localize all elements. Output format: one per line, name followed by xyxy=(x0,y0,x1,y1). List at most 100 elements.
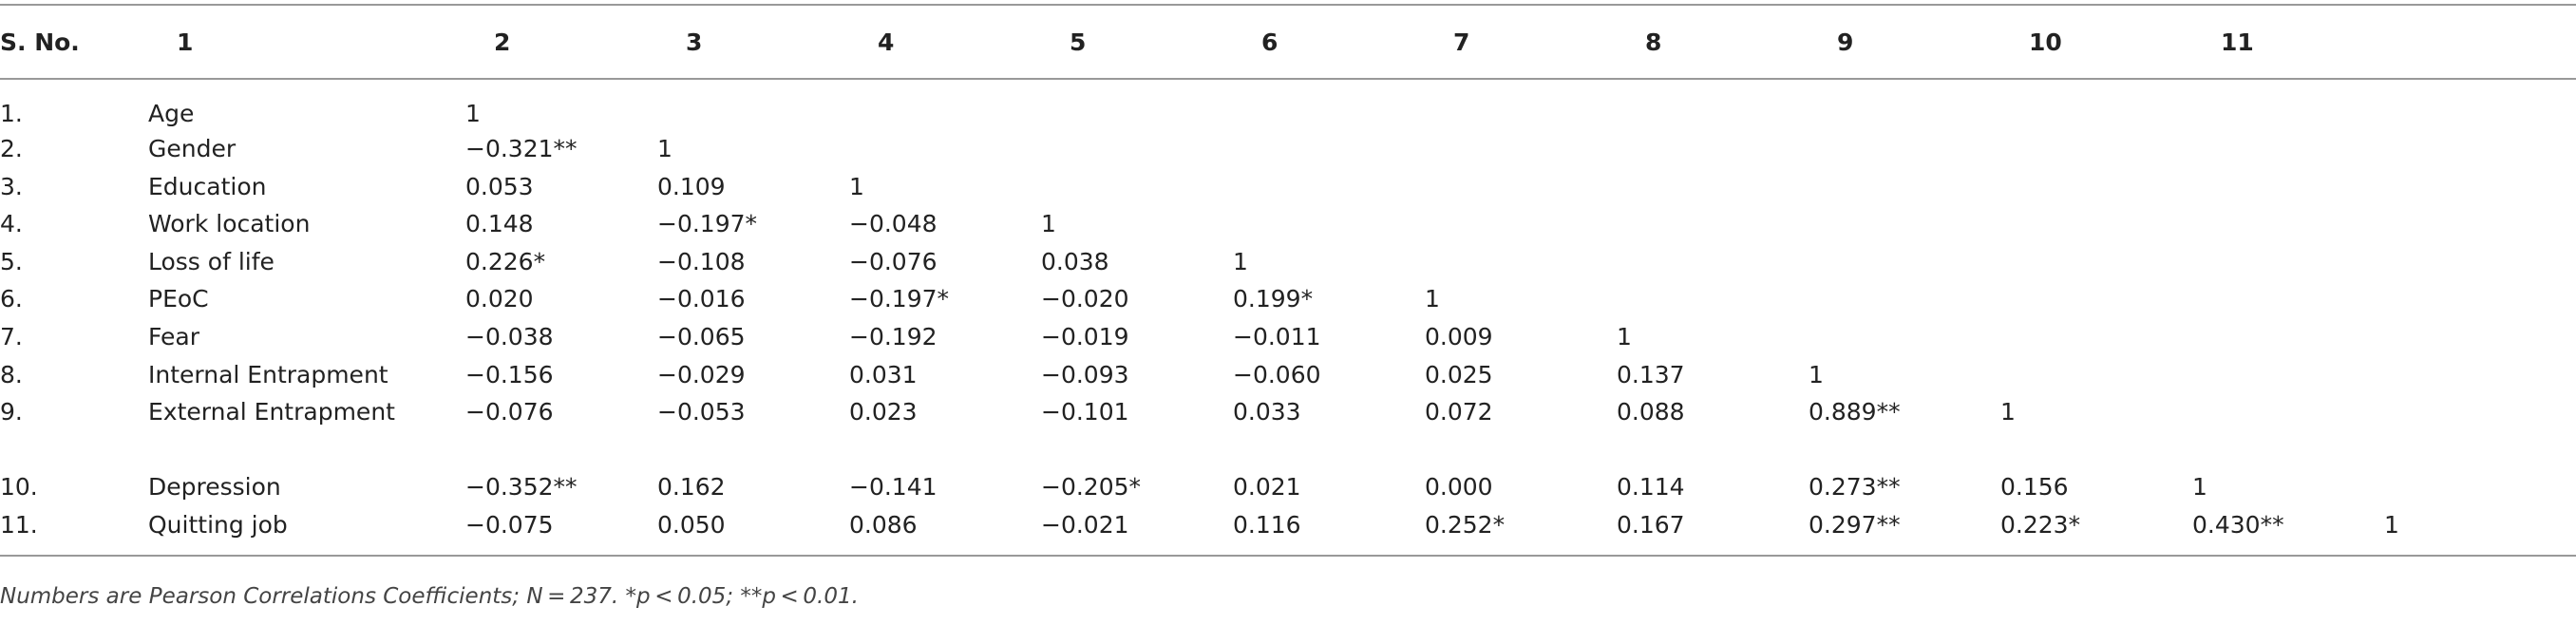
empty-cell xyxy=(1809,130,2000,168)
footnote: Numbers are Pearson Correlations Coeffic… xyxy=(0,584,859,609)
empty-cell xyxy=(1425,205,1617,243)
correlation-cell: −0.019 xyxy=(1041,322,1129,350)
table-row: 4. Work location 0.148 −0.197* −0.048 1 xyxy=(0,205,2576,243)
correlation-cell: −0.029 xyxy=(657,360,746,388)
empty-cell xyxy=(1233,168,1425,206)
correlation-cell: 0.430** xyxy=(2192,510,2284,539)
table-row: 2. Gender −0.321** 1 xyxy=(0,130,2576,168)
empty-cell xyxy=(2192,393,2384,468)
variable-label: Work location xyxy=(148,210,311,238)
correlation-cell: 0.050 xyxy=(657,510,726,539)
correlation-cell: −0.060 xyxy=(1233,360,1321,388)
empty-cell xyxy=(2000,243,2192,281)
empty-cell xyxy=(1617,205,1809,243)
header-cell: 4 xyxy=(878,28,895,56)
correlation-cell: 0.148 xyxy=(465,210,534,238)
correlation-cell: −0.048 xyxy=(849,210,938,238)
empty-cell xyxy=(1809,168,2000,206)
table-row: 6. PEoC 0.020 −0.016 −0.197* −0.020 0.199* 1 xyxy=(0,280,2576,318)
empty-cell xyxy=(2384,393,2576,468)
correlation-cell: −0.076 xyxy=(465,398,554,426)
empty-cell xyxy=(2384,130,2576,168)
empty-cell xyxy=(849,79,1041,130)
correlation-cell: 0.053 xyxy=(465,172,534,200)
row-number: 5. xyxy=(0,247,23,275)
variable-label: PEoC xyxy=(148,285,209,313)
variable-label: Gender xyxy=(148,135,237,162)
empty-cell xyxy=(1425,243,1617,281)
empty-cell xyxy=(1617,130,1809,168)
empty-cell xyxy=(1809,205,2000,243)
variable-label: Depression xyxy=(148,473,281,502)
correlation-cell: 1 xyxy=(657,135,672,162)
table-row: 5. Loss of life 0.226* −0.108 −0.076 0.038 1 xyxy=(0,243,2576,281)
correlation-cell: 0.088 xyxy=(1617,398,1685,426)
row-number: 8. xyxy=(0,360,23,388)
correlation-cell: 1 xyxy=(1041,210,1056,238)
empty-cell xyxy=(1809,318,2000,356)
correlation-cell: −0.205* xyxy=(1041,473,1142,502)
correlation-cell: 0.072 xyxy=(1425,398,1493,426)
variable-label: Loss of life xyxy=(148,247,275,275)
header-cell: 7 xyxy=(1453,28,1470,56)
empty-cell xyxy=(1809,243,2000,281)
header-cell: 3 xyxy=(686,28,703,56)
header-cell: 6 xyxy=(1261,28,1279,56)
empty-cell xyxy=(2000,79,2192,130)
row-number: 6. xyxy=(0,285,23,313)
empty-cell xyxy=(1425,168,1617,206)
correlation-cell: 0.223* xyxy=(2000,510,2081,539)
correlation-table: S. No. 1 2 3 4 5 6 7 8 9 10 11 1. Age 1 2. Gender −0.321… xyxy=(0,4,2576,557)
empty-cell xyxy=(2384,168,2576,206)
correlation-cell: −0.197* xyxy=(849,285,950,313)
correlation-cell: −0.192 xyxy=(849,322,938,350)
correlation-cell: −0.020 xyxy=(1041,285,1129,313)
empty-cell xyxy=(2384,468,2576,506)
empty-cell xyxy=(657,79,849,130)
header-cell: 11 xyxy=(2221,28,2254,56)
empty-cell xyxy=(2192,356,2384,394)
correlation-cell: −0.141 xyxy=(849,473,938,502)
correlation-cell: 0.297** xyxy=(1809,510,1901,539)
empty-cell xyxy=(2192,130,2384,168)
variable-label: Fear xyxy=(148,322,199,350)
empty-cell xyxy=(1425,79,1617,130)
empty-cell xyxy=(849,130,1041,168)
empty-cell xyxy=(2192,243,2384,281)
empty-cell xyxy=(2192,205,2384,243)
empty-cell xyxy=(2000,318,2192,356)
correlation-cell: 0.033 xyxy=(1233,398,1301,426)
correlation-cell: −0.197* xyxy=(657,210,758,238)
correlation-cell: 0.226* xyxy=(465,247,546,275)
row-number: 2. xyxy=(0,135,23,162)
correlation-cell: 0.086 xyxy=(849,510,918,539)
correlation-cell: 0.167 xyxy=(1617,510,1685,539)
correlation-cell: −0.093 xyxy=(1041,360,1129,388)
table-row: 1. Age 1 xyxy=(0,79,2576,130)
correlation-cell: 0.023 xyxy=(849,398,918,426)
empty-cell xyxy=(1617,79,1809,130)
variable-label: Age xyxy=(148,100,195,127)
table-row: 9. External Entrapment −0.076 −0.053 0.023 −0… xyxy=(0,393,2576,468)
row-number: 9. xyxy=(0,398,23,426)
variable-label: External Entrapment xyxy=(148,398,395,426)
header-cell: 2 xyxy=(494,28,511,56)
correlation-cell: 0.114 xyxy=(1617,473,1685,502)
empty-cell xyxy=(1617,280,1809,318)
header-cell: 8 xyxy=(1645,28,1662,56)
correlation-cell: 0.009 xyxy=(1425,322,1493,350)
row-number: 7. xyxy=(0,322,23,350)
header-row: S. No. 1 2 3 4 5 6 7 8 9 10 11 xyxy=(0,5,2576,79)
empty-cell xyxy=(1809,79,2000,130)
correlation-cell: 1 xyxy=(1233,247,1248,275)
table-row: 3. Education 0.053 0.109 1 xyxy=(0,168,2576,206)
correlation-cell: −0.016 xyxy=(657,285,746,313)
empty-cell xyxy=(2000,356,2192,394)
correlation-cell: 0.116 xyxy=(1233,510,1301,539)
header-cell: 1 xyxy=(177,28,194,56)
row-number: 1. xyxy=(0,100,23,127)
correlation-cell: 1 xyxy=(849,172,864,200)
row-number: 11. xyxy=(0,510,38,539)
empty-cell xyxy=(2384,356,2576,394)
